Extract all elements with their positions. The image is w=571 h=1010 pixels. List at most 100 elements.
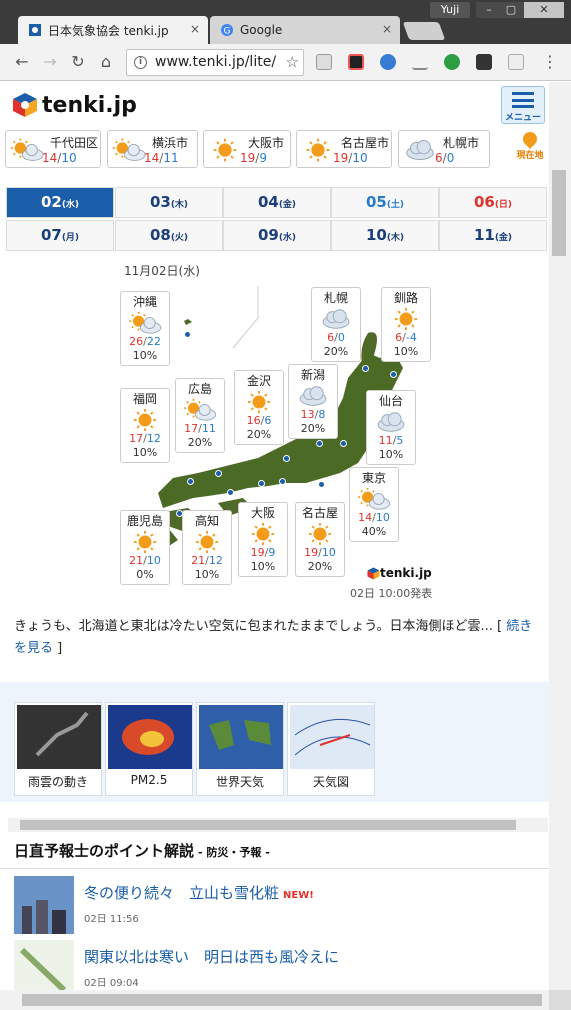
city-1[interactable]: 横浜市 14/11 xyxy=(107,130,198,168)
date-day: 04 xyxy=(257,193,279,211)
tab-tenki[interactable]: 日本気象協会 tenki.jp × xyxy=(18,16,208,44)
extension-d-icon[interactable] xyxy=(444,54,460,70)
vertical-scrollbar[interactable] xyxy=(549,82,571,990)
world-weather-image xyxy=(199,705,283,769)
maximize-button[interactable]: ▢ xyxy=(498,2,524,18)
close-tab-icon[interactable]: × xyxy=(381,22,392,36)
region-pop: 20% xyxy=(307,560,333,573)
date-09[interactable]: 09(水) xyxy=(223,220,331,251)
window-titlebar: Yuji – ▢ ✕ 日本気象協会 tenki.jp × G Google × xyxy=(0,0,571,44)
weather-chart-image xyxy=(290,705,374,769)
news-date: 02日 11:56 xyxy=(84,914,139,925)
thumbnail-scrollbar-thumb[interactable] xyxy=(20,820,516,830)
city-2[interactable]: 大阪市 19/9 xyxy=(203,130,291,168)
cloud-icon xyxy=(322,309,350,329)
minimize-button[interactable]: – xyxy=(476,2,502,18)
map-region-8[interactable]: 東京 14/10 40% xyxy=(349,467,399,542)
city-temp: 14/11 xyxy=(144,151,179,165)
date-03[interactable]: 03(木) xyxy=(115,187,223,218)
map-region-12[interactable]: 名古屋 19/10 20% xyxy=(295,502,345,577)
reload-button[interactable]: ↻ xyxy=(71,52,85,71)
hamburger-icon xyxy=(512,92,534,108)
bookmark-star-icon[interactable]: ☆ xyxy=(285,53,299,71)
close-window-button[interactable]: ✕ xyxy=(524,2,564,18)
extension-terminal-icon[interactable] xyxy=(476,54,492,70)
section-title: 日直予報士のポイント解説 - 防災・予報 - xyxy=(14,840,270,861)
city-name: 札幌市 xyxy=(443,136,480,150)
region-pop: 20% xyxy=(323,345,349,358)
date-day: 09 xyxy=(257,226,279,244)
city-0[interactable]: 千代田区 14/10 xyxy=(5,130,101,168)
region-temp: 19/10 xyxy=(304,546,336,559)
date-06[interactable]: 06(日) xyxy=(439,187,547,218)
map-region-1[interactable]: 札幌 6/0 20% xyxy=(311,287,361,362)
address-bar[interactable]: i www.tenki.jp/lite/ ☆ xyxy=(126,49,304,76)
map-region-11[interactable]: 大阪 19/9 10% xyxy=(238,502,288,577)
extension-cast-icon[interactable] xyxy=(508,54,524,70)
current-location-label: 現在地 xyxy=(516,151,544,161)
map-region-10[interactable]: 高知 21/12 10% xyxy=(182,510,232,585)
tab-title: Google xyxy=(240,23,283,37)
news-title: 冬の便り続々 立山も雪化粧 NEW! xyxy=(84,884,314,902)
region-name: 新潟 xyxy=(300,368,325,382)
news-item[interactable]: 関東以北は寒い 明日は西も風冷えに 02日 09:04 xyxy=(14,940,537,1002)
region-name: 金沢 xyxy=(246,374,271,388)
city-3[interactable]: 名古屋市 19/10 xyxy=(296,130,392,168)
date-weekday: (金) xyxy=(278,200,297,210)
date-weekday: (金) xyxy=(494,233,513,243)
date-10[interactable]: 10(木) xyxy=(331,220,439,251)
news-item[interactable]: 冬の便り続々 立山も雪化粧 NEW! 02日 11:56 xyxy=(14,876,537,938)
thumb-0[interactable]: 雨雲の動き xyxy=(14,702,102,796)
date-weekday: (火) xyxy=(170,233,189,243)
region-temp: 19/9 xyxy=(250,546,276,559)
map-region-7[interactable]: 仙台 11/5 10% xyxy=(366,390,416,465)
date-05[interactable]: 05(土) xyxy=(331,187,439,218)
sun-cloud-icon xyxy=(129,311,162,334)
forward-button[interactable]: → xyxy=(43,52,57,71)
thumb-2[interactable]: 世界天気 xyxy=(196,702,284,796)
vertical-scrollbar-thumb[interactable] xyxy=(552,170,566,256)
date-08[interactable]: 08(火) xyxy=(115,220,223,251)
map-region-9[interactable]: 鹿児島 21/10 0% xyxy=(120,510,170,585)
date-11[interactable]: 11(金) xyxy=(439,220,547,251)
date-07[interactable]: 07(月) xyxy=(6,220,114,251)
region-pop: 10% xyxy=(393,345,419,358)
site-logo[interactable]: tenki.jp xyxy=(12,92,137,118)
extension-s-icon[interactable] xyxy=(348,54,364,70)
info-icon[interactable]: i xyxy=(134,56,147,69)
menu-button[interactable]: メニュー xyxy=(501,86,545,124)
extension-page-icon[interactable] xyxy=(316,54,332,70)
new-tab-button[interactable] xyxy=(402,22,446,40)
date-04[interactable]: 04(金) xyxy=(223,187,331,218)
back-button[interactable]: ← xyxy=(15,52,29,71)
user-profile-button[interactable]: Yuji xyxy=(430,2,470,18)
extension-globe-icon[interactable] xyxy=(380,54,396,70)
home-button[interactable]: ⌂ xyxy=(100,52,112,71)
horizontal-scrollbar-thumb[interactable] xyxy=(22,994,542,1006)
browser-menu-button[interactable]: ⋮ xyxy=(542,52,558,71)
map-region-5[interactable]: 広島 17/11 20% xyxy=(175,378,225,453)
region-pop: 20% xyxy=(246,428,272,441)
read-more-link[interactable]: 続きを見る xyxy=(14,619,533,656)
map-region-3[interactable]: 金沢 16/6 20% xyxy=(234,370,284,445)
extension-wave-icon[interactable] xyxy=(412,54,428,70)
map-region-6[interactable]: 福岡 17/12 10% xyxy=(120,388,170,463)
page-content: tenki.jp メニュー 千代田区 14/10 横浜市 14/11 大阪市 19/9 名古… xyxy=(0,82,549,1010)
close-tab-icon[interactable]: × xyxy=(189,22,200,36)
thumb-1[interactable]: PM2.5 xyxy=(105,702,193,796)
map-region-4[interactable]: 新潟 13/8 20% xyxy=(288,364,338,439)
current-location-button[interactable]: 現在地 xyxy=(511,129,549,161)
map-region-2[interactable]: 釧路 6/-4 10% xyxy=(381,287,431,362)
map-city-dot xyxy=(176,510,183,517)
map-region-0[interactable]: 沖縄 26/22 10% xyxy=(120,291,170,366)
section-subtitle: - 防災・予報 - xyxy=(198,846,270,859)
thumb-3[interactable]: 天気図 xyxy=(287,702,375,796)
news-title: 関東以北は寒い 明日は西も風冷えに xyxy=(84,948,340,966)
tab-google[interactable]: G Google × xyxy=(210,16,400,44)
date-weekday: (月) xyxy=(61,233,80,243)
region-pop: 20% xyxy=(300,422,326,435)
city-4[interactable]: 札幌市 6/0 xyxy=(398,130,490,168)
map-city-dot xyxy=(318,481,325,488)
date-02[interactable]: 02(水) xyxy=(6,187,114,218)
summary-text: きょうも、北海道と東北は冷たい空気に包まれたままでしょう。日本海側ほど雲... … xyxy=(14,619,507,634)
